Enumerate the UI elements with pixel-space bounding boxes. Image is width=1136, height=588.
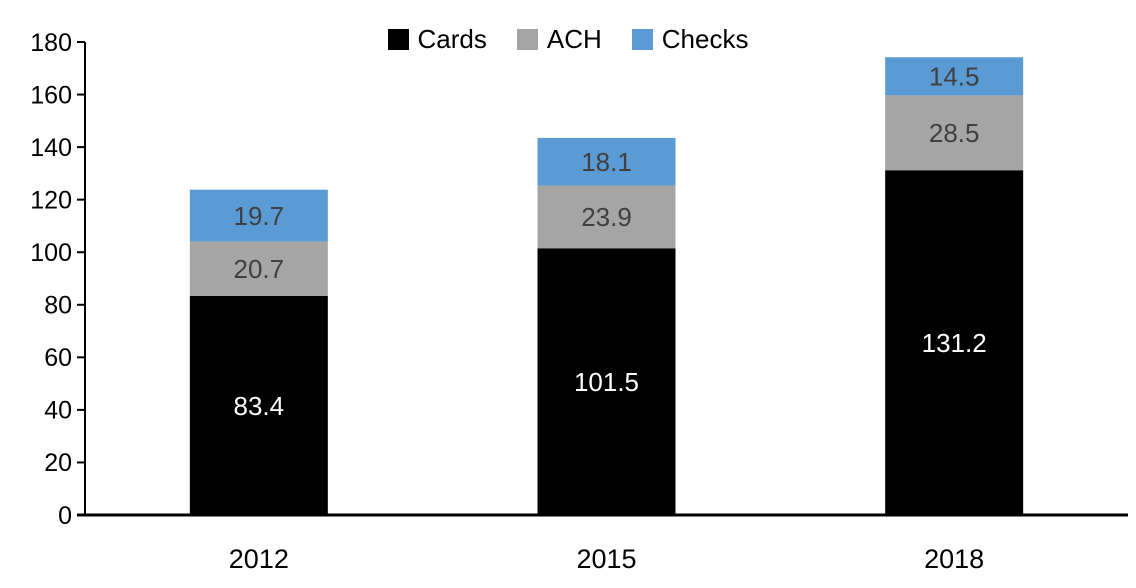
y-axis-tick-label: 100 xyxy=(30,239,72,267)
bar-segment-cards-2018 xyxy=(885,170,1024,516)
y-axis-tick-label: 180 xyxy=(30,29,72,57)
bar-value-label: 14.5 xyxy=(929,62,980,92)
bar-value-label: 19.7 xyxy=(234,201,285,231)
y-axis-tick-label: 160 xyxy=(30,81,72,109)
y-axis-tick-label: 60 xyxy=(44,344,72,372)
bar-segment-ach-2012 xyxy=(189,241,328,296)
bar-value-label: 131.2 xyxy=(922,328,987,358)
y-axis-tick-label: 40 xyxy=(44,397,72,425)
y-axis-tick-label: 120 xyxy=(30,186,72,214)
bar-segment-ach-2018 xyxy=(885,95,1024,171)
bar-segment-checks-2018 xyxy=(885,57,1024,96)
bar-value-label: 83.4 xyxy=(234,391,285,421)
bar-segment-cards-2012 xyxy=(189,295,328,515)
bar-segment-checks-2012 xyxy=(189,189,328,242)
bar-value-label: 20.7 xyxy=(234,254,285,284)
bar-segment-ach-2015 xyxy=(537,185,676,249)
y-axis-tick-label: 20 xyxy=(44,449,72,477)
x-axis-category-label: 2018 xyxy=(924,544,984,574)
y-axis-tick-label: 80 xyxy=(44,292,72,320)
bar-segment-checks-2015 xyxy=(537,137,676,186)
bar-value-label: 101.5 xyxy=(574,367,639,397)
bar-segment-cards-2015 xyxy=(537,248,676,515)
bar-value-label: 28.5 xyxy=(929,118,980,148)
bar-value-label: 18.1 xyxy=(581,147,632,177)
y-axis-tick-label: 140 xyxy=(30,134,72,162)
bar-value-label: 23.9 xyxy=(581,202,632,232)
x-axis-category-label: 2015 xyxy=(576,544,636,574)
x-axis-category-label: 2012 xyxy=(229,544,289,574)
y-axis-tick-label: 0 xyxy=(58,502,72,530)
